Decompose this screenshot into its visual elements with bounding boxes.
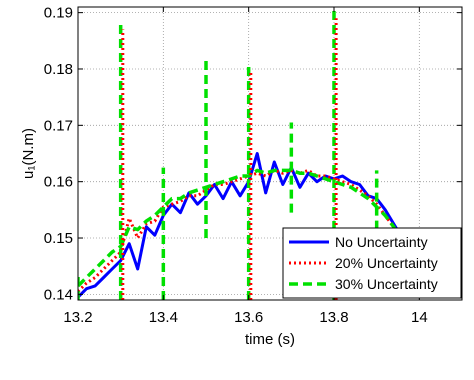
legend-label: No Uncertainty (335, 234, 428, 250)
legend-box (282, 227, 462, 299)
y-tick-label: 0.18 (44, 61, 73, 78)
y-axis-label: u₁(N.m) (20, 128, 37, 179)
legend: No Uncertainty 20% Uncertainty 30% Uncerta… (282, 227, 462, 299)
y-tick-label: 0.19 (44, 5, 73, 22)
y-tick-label: 0.14 (44, 286, 73, 303)
x-tick-label: 13.4 (149, 309, 178, 326)
series-line-3 (78, 168, 421, 288)
y-tick-label: 0.15 (44, 230, 73, 247)
y-tick-label: 0.17 (44, 117, 73, 134)
x-tick-label: 13.6 (234, 309, 263, 326)
x-tick-label: 13.8 (319, 309, 348, 326)
x-axis-label: time (s) (245, 331, 295, 348)
plot-frame (77, 6, 463, 301)
legend-label: 20% Uncertainty (335, 255, 438, 271)
series-layer (78, 7, 421, 300)
ticks: 13.2 13.4 13.6 13.8 14 0.14 0.15 0.16 0.17 0.18 0.… (44, 5, 462, 326)
x-tick-label: 13.2 (63, 309, 92, 326)
x-tick-label: 14 (411, 309, 428, 326)
legend-label: 30% Uncertainty (335, 276, 438, 292)
y-tick-label: 0.16 (44, 174, 73, 191)
